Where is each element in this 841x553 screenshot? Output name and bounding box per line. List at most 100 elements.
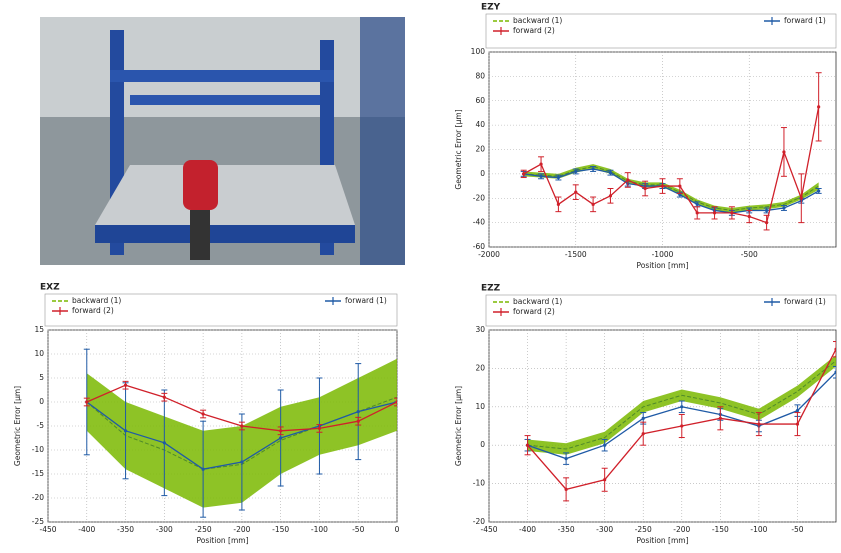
marker [202,468,205,471]
y-tick-label: -10 [473,479,485,488]
marker [539,175,542,178]
marker [642,432,645,435]
marker [163,441,166,444]
x-axis-label: Position [mm] [636,536,688,545]
x-tick-label: -200 [233,525,250,534]
y-tick-label: -60 [473,242,485,251]
marker [357,420,360,423]
marker [565,488,568,491]
x-tick-label: -400 [519,525,536,534]
y-tick-label: 0 [480,440,485,449]
y-tick-label: -15 [32,469,44,478]
y-tick-label: -5 [37,421,45,430]
y-tick-label: 100 [471,47,486,56]
marker [642,417,645,420]
plot-area [489,330,836,522]
marker [800,197,803,200]
marker [678,184,681,187]
y-tick-label: 40 [475,120,485,129]
x-tick-label: -100 [311,525,328,534]
x-tick-label: -100 [750,525,767,534]
marker [817,105,820,108]
marker [240,424,243,427]
x-tick-label: -250 [635,525,652,534]
y-tick-label: -10 [32,445,44,454]
marker [202,412,205,415]
chart-title: EZY [481,3,501,13]
y-tick-label: -20 [473,517,485,526]
photo-beam [130,95,320,105]
x-tick-label: -50 [352,525,364,534]
marker [318,427,321,430]
x-tick-label: -250 [195,525,212,534]
marker [696,203,699,206]
marker [565,457,568,460]
marker [574,191,577,194]
marker [782,150,785,153]
y-tick-label: 20 [475,145,485,154]
marker [240,460,243,463]
marker [592,203,595,206]
marker [661,184,664,187]
marker [395,400,398,403]
y-tick-label: -25 [32,517,44,526]
y-tick-label: 10 [475,402,485,411]
x-tick-label: -2000 [478,250,500,259]
marker [526,444,529,447]
x-tick-label: -450 [480,525,497,534]
photo-tripod [190,210,210,260]
marker [522,172,525,175]
marker [817,189,820,192]
x-tick-label: -1000 [652,250,674,259]
y-tick-label: 60 [475,96,485,105]
marker [279,436,282,439]
y-axis-label: Geometric Error [µm] [454,386,463,466]
marker [603,478,606,481]
photo [40,17,405,265]
marker [603,444,606,447]
marker [696,211,699,214]
y-tick-label: 30 [475,325,485,334]
marker [557,203,560,206]
y-tick-label: -40 [473,218,485,227]
marker [124,384,127,387]
marker [680,424,683,427]
photo-table [95,165,355,225]
legend-label: backward (1) [513,16,562,25]
photo-beam [110,70,334,82]
marker [609,171,612,174]
marker [782,206,785,209]
photo-frame [360,17,405,265]
legend-label: forward (2) [513,307,555,316]
marker [574,170,577,173]
y-tick-label: -20 [32,493,44,502]
marker [85,400,88,403]
marker [796,409,799,412]
marker [357,410,360,413]
marker [765,209,768,212]
legend-label: forward (2) [513,26,555,35]
chart-title: EXZ [40,283,60,293]
marker [592,167,595,170]
x-axis-label: Position [mm] [196,536,248,545]
marker [609,194,612,197]
marker [644,187,647,190]
legend-label: backward (1) [72,296,121,305]
y-axis-label: Geometric Error [µm] [13,386,22,466]
y-tick-label: 0 [480,169,485,178]
legend-label: forward (1) [784,297,826,306]
legend-label: forward (1) [784,16,826,25]
x-tick-label: -1500 [565,250,587,259]
y-axis-label: Geometric Error [µm] [454,109,463,189]
marker [834,371,837,374]
photo-device [183,160,218,210]
marker [765,221,768,224]
legend-label: forward (2) [72,306,114,315]
y-tick-label: 15 [34,325,44,334]
x-tick-label: -400 [78,525,95,534]
x-tick-label: -200 [673,525,690,534]
x-tick-label: 0 [395,525,400,534]
photo-table-edge [95,225,355,243]
marker [713,211,716,214]
chart-title: EZZ [481,284,501,294]
